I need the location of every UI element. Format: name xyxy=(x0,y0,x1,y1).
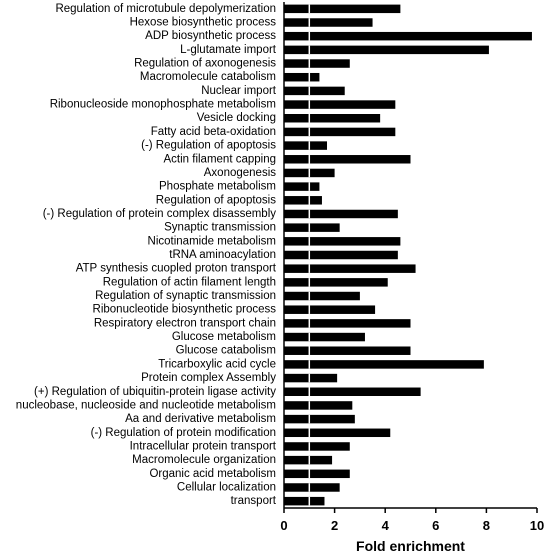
category-label: nucleobase, nucleoside and nucleotide me… xyxy=(16,399,276,411)
x-tick-label: 8 xyxy=(483,518,490,533)
bar xyxy=(284,401,353,410)
bar xyxy=(284,469,350,479)
bar xyxy=(284,196,322,205)
bar xyxy=(284,496,325,506)
category-label: Aa and derivative metabolism xyxy=(125,413,276,425)
bar xyxy=(284,264,416,273)
category-label: Protein complex Assembly xyxy=(141,372,276,384)
bar xyxy=(284,86,345,96)
category-label: Macromolecule catabolism xyxy=(140,71,276,83)
x-tick-label: 4 xyxy=(382,518,390,533)
category-label: Regulation of microtubule depolymerizati… xyxy=(55,3,276,15)
category-label: Actin filament capping xyxy=(163,153,276,165)
bars xyxy=(284,4,532,506)
bar xyxy=(284,442,350,451)
bar xyxy=(284,72,320,82)
bar xyxy=(284,319,411,328)
bar xyxy=(284,455,333,465)
category-label: Glucose catabolism xyxy=(176,345,276,357)
bar xyxy=(284,250,398,260)
category-label: (+) Regulation of ubiquitin-protein liga… xyxy=(34,386,276,398)
bar xyxy=(284,4,401,14)
bar xyxy=(284,428,391,438)
category-label: Respiratory electron transport chain xyxy=(94,317,276,329)
x-tick-label: 0 xyxy=(280,518,287,533)
x-axis-ticks: 0 2 4 6 8 10 xyxy=(280,508,544,533)
bar xyxy=(284,155,411,164)
bar xyxy=(284,45,489,55)
bar xyxy=(284,332,365,342)
category-label: Cellular localization xyxy=(177,481,276,493)
bar xyxy=(284,305,376,314)
x-tick-label: 2 xyxy=(331,518,338,533)
x-tick-label: 10 xyxy=(530,518,544,533)
bar xyxy=(284,31,532,41)
category-label: Regulation of actin filament length xyxy=(103,276,276,288)
bar xyxy=(284,18,373,27)
category-label: (-) Regulation of protein modification xyxy=(91,427,276,439)
category-label: Nuclear import xyxy=(201,85,277,97)
bar xyxy=(284,291,360,301)
category-label: Phosphate metabolism xyxy=(159,181,276,193)
category-label: Axonogenesis xyxy=(204,167,276,179)
x-axis-title: Fold enrichment xyxy=(356,538,465,554)
bar xyxy=(284,182,320,191)
category-label: L-glutamate import xyxy=(180,44,277,56)
category-label: Ribonucleotide biosynthetic process xyxy=(93,304,277,316)
bar xyxy=(284,127,396,137)
category-label: Hexose biosynthetic process xyxy=(130,17,277,29)
category-label: Regulation of apoptosis xyxy=(156,194,276,206)
category-label: Vesicle docking xyxy=(197,112,276,124)
category-label: (-) Regulation of protein complex disass… xyxy=(43,208,277,220)
category-label: Nicotinamide metabolism xyxy=(148,235,276,247)
bar xyxy=(284,373,338,383)
category-label: Glucose metabolism xyxy=(172,331,276,343)
bar xyxy=(284,483,340,492)
category-label: ADP biosynthetic process xyxy=(145,30,276,42)
bar xyxy=(284,100,396,109)
category-label: Tricarboxylic acid cycle xyxy=(158,358,276,370)
category-label: Regulation of synaptic transmission xyxy=(95,290,276,302)
category-label: Organic acid metabolism xyxy=(149,468,276,480)
category-label: Ribonucleoside monophosphate metabolism xyxy=(50,99,276,111)
category-label: Fatty acid beta-oxidation xyxy=(151,126,276,138)
category-label: ATP synthesis cuopled proton transport xyxy=(76,263,277,275)
category-labels: Regulation of microtubule depolymerizati… xyxy=(16,3,277,507)
category-label: (-) Regulation of apoptosis xyxy=(141,140,276,152)
category-label: Synaptic transmission xyxy=(164,222,276,234)
bar xyxy=(284,114,381,123)
x-tick-label: 6 xyxy=(432,518,439,533)
category-label: Intracellular protein transport xyxy=(130,440,277,452)
category-label: Regulation of axonogenesis xyxy=(134,58,276,70)
category-label: Macromolecule organization xyxy=(132,454,276,466)
bar xyxy=(284,223,340,232)
bar xyxy=(284,278,388,287)
bar xyxy=(284,209,398,219)
category-label: tRNA aminoacylation xyxy=(169,249,276,261)
bar xyxy=(284,414,355,424)
bar xyxy=(284,360,484,369)
bar xyxy=(284,387,421,396)
bar xyxy=(284,59,350,68)
bar xyxy=(284,141,328,150)
category-label: transport xyxy=(231,495,277,507)
bar xyxy=(284,237,401,246)
bar xyxy=(284,346,411,355)
